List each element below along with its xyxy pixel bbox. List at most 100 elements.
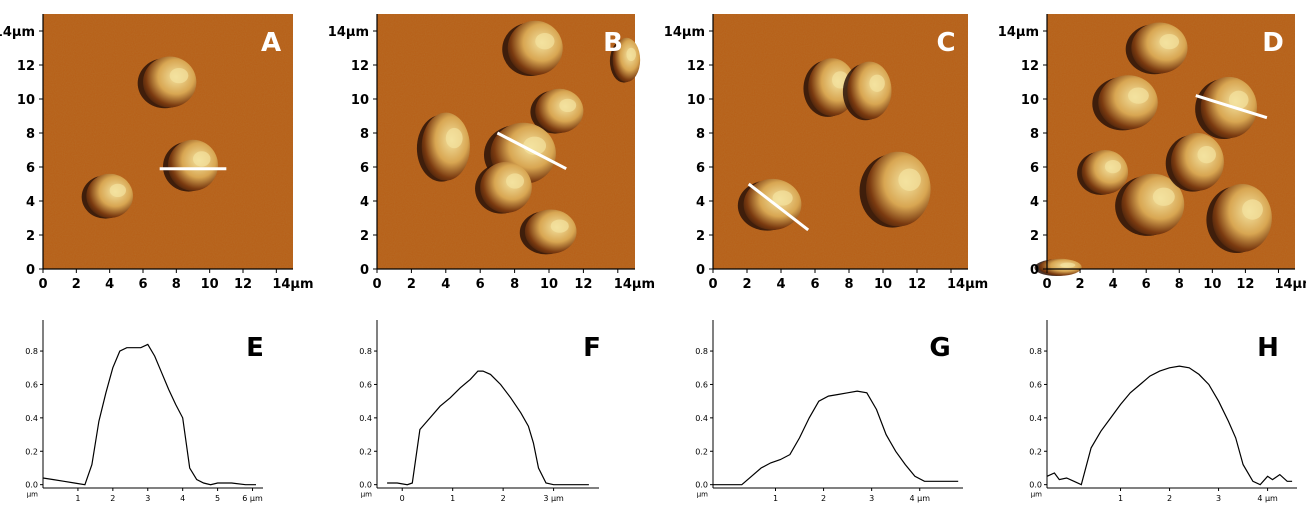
y-tick-label: 0.6 bbox=[359, 380, 372, 389]
afm-panel-b: B 0 2 4 6 8 10 12 14μm 0 2 4 6 8 10 12 14μm bbox=[328, 14, 655, 292]
x-tick-label: 2 bbox=[742, 277, 751, 292]
cell-highlight bbox=[898, 168, 921, 191]
x-tick-label: 10 bbox=[1203, 277, 1221, 292]
x-tick-label: 6 bbox=[476, 277, 485, 292]
y-tick-label: 14μm bbox=[664, 25, 705, 40]
cell bbox=[1131, 22, 1188, 74]
y-tick-label: 0.6 bbox=[25, 380, 38, 389]
cell-highlight bbox=[193, 151, 211, 167]
y-tick-label: 6 bbox=[26, 161, 35, 176]
y-tick-label: 0 bbox=[696, 263, 705, 278]
y-tick-label: 12 bbox=[1021, 59, 1039, 74]
cell bbox=[1098, 75, 1158, 130]
y-tick-label: 0.4 bbox=[1029, 414, 1042, 423]
y-unit-label: μm bbox=[697, 491, 708, 499]
y-tick-label: 0.8 bbox=[359, 347, 372, 356]
y-tick-label: 0.4 bbox=[359, 414, 372, 423]
panel-label: B bbox=[603, 28, 623, 58]
y-tick-label: 14μm bbox=[998, 25, 1039, 40]
x-tick-label: 2 bbox=[110, 494, 115, 503]
y-tick-label: 2 bbox=[26, 229, 35, 244]
x-tick-label: 12 bbox=[574, 277, 592, 292]
y-tick-label: 0 bbox=[1030, 263, 1039, 278]
panel-label: F bbox=[583, 333, 601, 363]
y-tick-label: 0.8 bbox=[695, 347, 708, 356]
x-tick-label: 14μm bbox=[614, 277, 655, 292]
y-tick-label: 0.8 bbox=[1029, 347, 1042, 356]
profile-chart-e: 0.0 0.2 0.4 0.6 0.8 μm 1 2 3 4 5 6 μm E bbox=[25, 320, 264, 503]
y-tick-label: 6 bbox=[360, 161, 369, 176]
x-tick-label: 2 bbox=[501, 494, 506, 503]
y-tick-label: 4 bbox=[360, 195, 369, 210]
cell bbox=[1171, 133, 1224, 191]
y-tick-label: 14μm bbox=[0, 25, 35, 40]
x-tick-label: 4 μm bbox=[1257, 494, 1278, 503]
cell-highlight bbox=[1197, 146, 1216, 164]
x-tick-label: 8 bbox=[510, 277, 519, 292]
x-tick-label: 2 bbox=[1167, 494, 1172, 503]
cell bbox=[168, 139, 218, 191]
y-tick-label: 6 bbox=[1030, 161, 1039, 176]
y-unit-label: μm bbox=[361, 491, 372, 499]
y-tick-label: 2 bbox=[360, 229, 369, 244]
x-tick-label: 0 bbox=[1042, 277, 1051, 292]
cell bbox=[866, 151, 931, 227]
y-tick-label: 0.0 bbox=[25, 481, 38, 490]
x-tick-label: 4 μm bbox=[909, 494, 930, 503]
x-tick-label: 1 bbox=[1118, 494, 1123, 503]
y-tick-label: 0.0 bbox=[1029, 481, 1042, 490]
x-tick-label: 12 bbox=[1236, 277, 1254, 292]
cell bbox=[1200, 76, 1257, 139]
y-tick-label: 0.2 bbox=[695, 447, 708, 456]
y-tick-label: 10 bbox=[1021, 93, 1039, 108]
x-tick-label: 3 μm bbox=[543, 494, 564, 503]
x-tick-label: 0 bbox=[38, 277, 47, 292]
x-tick-label: 3 bbox=[145, 494, 150, 503]
cell bbox=[535, 88, 584, 133]
y-tick-label: 2 bbox=[1030, 229, 1039, 244]
y-tick-label: 8 bbox=[26, 127, 35, 142]
x-tick-label: 2 bbox=[1076, 277, 1085, 292]
cell bbox=[86, 173, 133, 218]
cell bbox=[1081, 150, 1129, 195]
cell-highlight bbox=[1128, 87, 1149, 104]
x-tick-label: 5 bbox=[215, 494, 220, 503]
cell bbox=[847, 61, 892, 120]
height-profile-line bbox=[42, 343, 256, 486]
y-tick-label: 0 bbox=[26, 263, 35, 278]
y-tick-label: 4 bbox=[26, 195, 35, 210]
cell-highlight bbox=[506, 173, 525, 189]
x-tick-label: 6 μm bbox=[242, 494, 263, 503]
cell-highlight bbox=[559, 98, 577, 113]
cell bbox=[480, 161, 532, 213]
x-tick-label: 2 bbox=[407, 277, 416, 292]
y-tick-label: 12 bbox=[687, 59, 705, 74]
panel-label: E bbox=[246, 333, 264, 363]
cell-highlight bbox=[1104, 159, 1122, 174]
x-tick-label: 4 bbox=[105, 277, 114, 292]
cell-highlight bbox=[1152, 187, 1175, 206]
y-tick-label: 8 bbox=[1030, 127, 1039, 142]
cell-highlight bbox=[109, 183, 127, 198]
x-tick-label: 1 bbox=[450, 494, 455, 503]
profile-chart-g: 0.0 0.2 0.4 0.6 0.8 μm 1 2 3 4 μm G bbox=[695, 320, 963, 503]
afm-image-texture bbox=[43, 14, 293, 269]
cell-highlight bbox=[772, 190, 793, 206]
cell-highlight bbox=[1159, 33, 1180, 50]
cell-highlight bbox=[1228, 90, 1249, 110]
afm-panel-d: D 0 2 4 6 8 10 12 14μm 0 2 4 6 8 10 12 14μm bbox=[998, 14, 1306, 292]
cell bbox=[1038, 258, 1082, 276]
cell bbox=[421, 112, 470, 181]
x-tick-label: 3 bbox=[1216, 494, 1221, 503]
cell-highlight bbox=[1242, 199, 1263, 220]
y-unit-label: μm bbox=[27, 491, 38, 499]
profile-chart-h: 0.0 0.2 0.4 0.6 0.8 μm 1 2 3 4 μm H bbox=[1029, 320, 1297, 503]
x-tick-label: 2 bbox=[821, 494, 826, 503]
y-tick-label: 10 bbox=[687, 93, 705, 108]
y-tick-label: 0.4 bbox=[25, 414, 38, 423]
y-tick-label: 0 bbox=[360, 263, 369, 278]
y-tick-label: 6 bbox=[696, 161, 705, 176]
height-profile-line bbox=[387, 370, 589, 486]
